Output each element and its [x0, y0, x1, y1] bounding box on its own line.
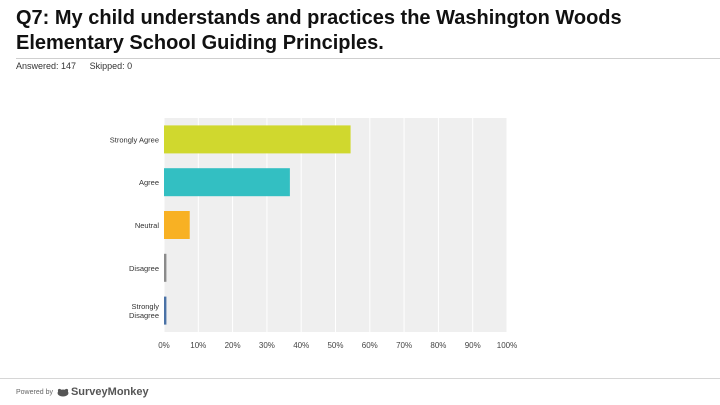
bar: [164, 125, 351, 154]
bar: [164, 296, 167, 325]
x-tick-label: 40%: [293, 341, 309, 350]
x-tick-label: 70%: [396, 341, 412, 350]
footer-divider: [0, 378, 720, 379]
answered-count: Answered: 147: [16, 61, 77, 71]
x-tick-label: 30%: [259, 341, 275, 350]
bar: [164, 211, 190, 239]
x-tick-label: 80%: [430, 341, 446, 350]
x-tick-label: 100%: [497, 341, 517, 350]
surveymonkey-brand: SurveyMonkey: [70, 386, 149, 398]
x-tick-label: 10%: [190, 341, 206, 350]
x-tick-label: 0%: [158, 341, 170, 350]
x-tick-label: 50%: [327, 341, 343, 350]
bar: [164, 253, 167, 282]
x-tick-label: 90%: [465, 341, 481, 350]
response-stats: Answered: 147 Skipped: 0: [16, 61, 143, 71]
question-title: Q7: My child understands and practices t…: [16, 7, 622, 54]
title-divider: [16, 58, 720, 59]
x-tick-label: 20%: [225, 341, 241, 350]
skipped-count: Skipped: 0: [89, 61, 133, 71]
bar: [164, 168, 290, 197]
category-label: Disagree: [129, 311, 159, 320]
category-label: Neutral: [135, 221, 160, 230]
category-label: Agree: [139, 178, 159, 187]
x-tick-label: 60%: [362, 341, 378, 350]
category-label: Strongly Agree: [110, 135, 159, 144]
category-label: Disagree: [129, 264, 159, 273]
powered-by-label: Powered by: [16, 388, 53, 396]
footer: Powered by SurveyMonkey: [16, 384, 149, 400]
category-label: Strongly: [131, 302, 159, 311]
surveymonkey-logo-icon: [57, 388, 69, 397]
